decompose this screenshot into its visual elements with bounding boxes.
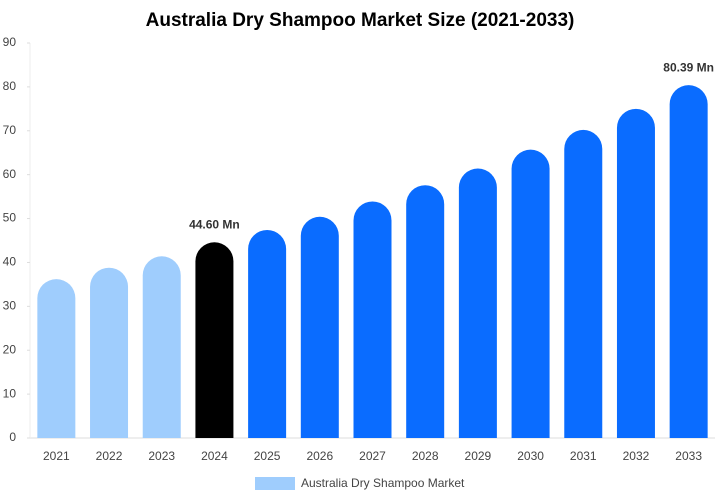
bar xyxy=(406,185,445,438)
x-tick-label: 2031 xyxy=(570,449,597,463)
x-tick-label: 2030 xyxy=(517,449,544,463)
y-tick-label: 80 xyxy=(3,79,17,93)
x-tick-label: 2027 xyxy=(359,449,386,463)
y-tick-label: 0 xyxy=(9,430,16,444)
y-tick-label: 50 xyxy=(3,211,17,225)
x-tick-label: 2028 xyxy=(412,449,439,463)
bar xyxy=(90,267,129,438)
bar xyxy=(248,229,287,438)
bar xyxy=(142,256,181,438)
bar xyxy=(37,279,76,438)
y-tick-label: 30 xyxy=(3,299,17,313)
x-tick-label: 2029 xyxy=(465,449,492,463)
bar xyxy=(353,201,392,438)
bar xyxy=(564,129,603,438)
y-tick-label: 60 xyxy=(3,167,17,181)
y-tick-label: 20 xyxy=(3,342,17,356)
x-tick-label: 2024 xyxy=(201,449,228,463)
bar xyxy=(669,85,708,439)
bar xyxy=(616,108,655,438)
legend-swatch xyxy=(255,477,295,490)
bar xyxy=(300,216,339,438)
value-label: 44.60 Mn xyxy=(189,217,240,231)
x-tick-label: 2022 xyxy=(96,449,123,463)
x-tick-label: 2021 xyxy=(43,449,70,463)
bar xyxy=(195,242,234,438)
x-tick-label: 2025 xyxy=(254,449,281,463)
legend-label: Australia Dry Shampoo Market xyxy=(301,476,465,490)
value-label: 80.39 Mn xyxy=(663,60,714,74)
y-tick-label: 40 xyxy=(3,255,17,269)
x-tick-label: 2023 xyxy=(148,449,175,463)
y-tick-label: 70 xyxy=(3,123,17,137)
bar xyxy=(511,149,550,439)
x-tick-label: 2033 xyxy=(675,449,702,463)
bar xyxy=(458,168,497,438)
y-tick-label: 10 xyxy=(3,386,17,400)
x-tick-label: 2032 xyxy=(623,449,650,463)
y-tick-label: 90 xyxy=(3,35,17,49)
x-tick-label: 2026 xyxy=(306,449,333,463)
chart-title: Australia Dry Shampoo Market Size (2021-… xyxy=(146,10,575,31)
